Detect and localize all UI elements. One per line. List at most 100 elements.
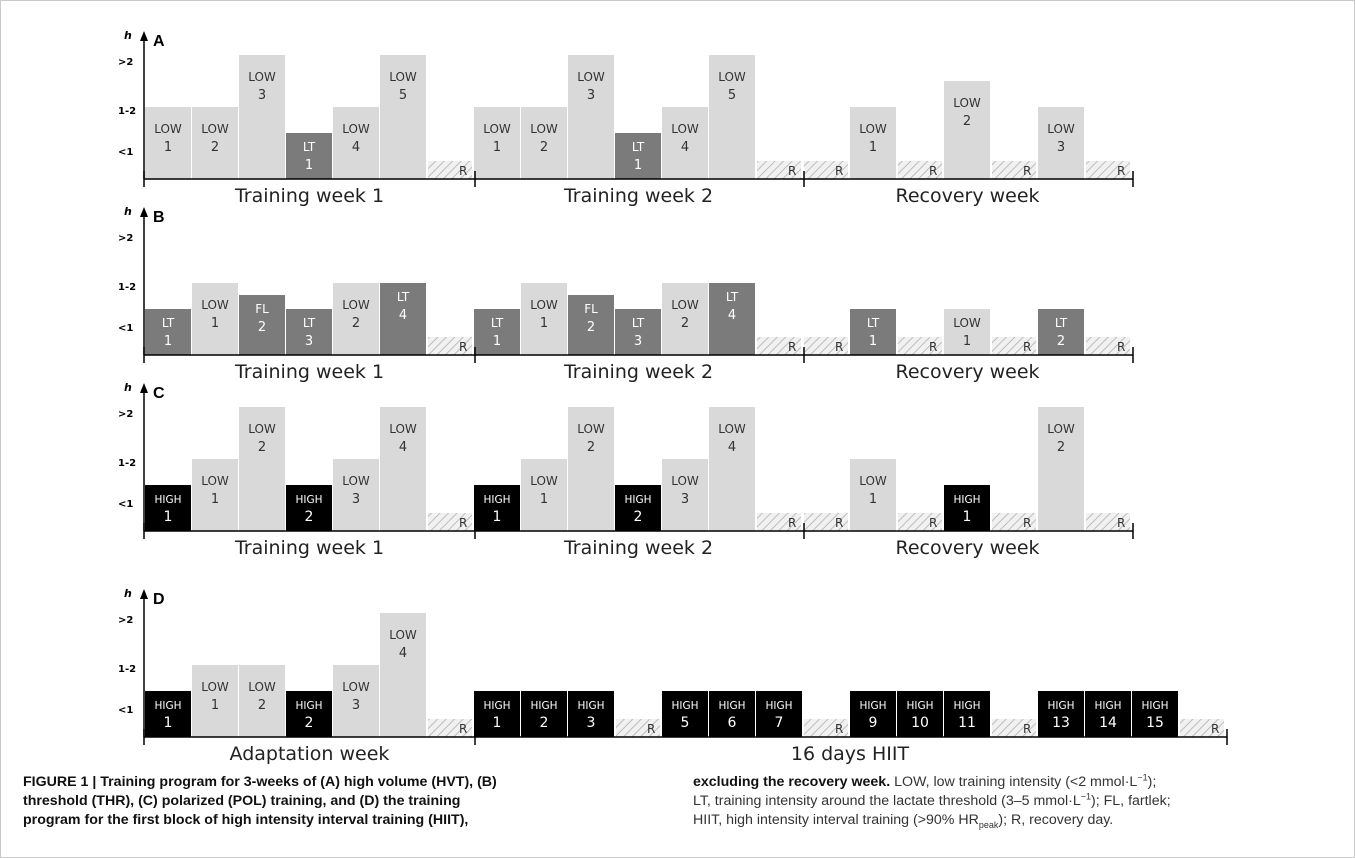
session-number-label: 4 bbox=[728, 308, 736, 323]
session-type-label: LOW bbox=[671, 298, 699, 312]
segment-label: Training week 2 bbox=[563, 361, 713, 383]
segment-label: Adaptation week bbox=[230, 743, 390, 765]
recovery-day-bar bbox=[898, 161, 942, 179]
session-number-label: 1 bbox=[211, 492, 219, 507]
recovery-day-bar bbox=[1180, 719, 1224, 737]
session-bar-lt bbox=[615, 309, 661, 355]
session-number-label: 2 bbox=[540, 140, 548, 155]
caption-sup-1: −1 bbox=[1137, 772, 1148, 783]
y-level-label: <1 bbox=[118, 323, 133, 334]
recovery-day-label: R bbox=[788, 340, 796, 354]
session-type-label: HIGH bbox=[483, 700, 510, 712]
session-number-label: 4 bbox=[352, 140, 360, 155]
session-bar-high bbox=[145, 691, 191, 737]
session-bar-high bbox=[1132, 691, 1178, 737]
session-type-label: LOW bbox=[389, 628, 417, 642]
session-number-label: 2 bbox=[540, 715, 549, 731]
session-type-label: LT bbox=[632, 140, 645, 154]
session-type-label: LT bbox=[303, 140, 316, 154]
recovery-day-label: R bbox=[1117, 516, 1125, 530]
session-number-label: 1 bbox=[540, 316, 548, 331]
session-number-label: 2 bbox=[258, 698, 266, 713]
figure-caption: FIGURE 1 | Training program for 3-weeks … bbox=[23, 773, 1343, 853]
session-number-label: 1 bbox=[493, 334, 501, 349]
session-number-label: 2 bbox=[587, 320, 595, 335]
session-bar-low bbox=[192, 665, 238, 737]
recovery-day-bar bbox=[992, 513, 1036, 531]
axis-unit-label: h bbox=[124, 205, 132, 218]
session-number-label: 1 bbox=[634, 158, 642, 173]
panel-letter: B bbox=[153, 209, 165, 226]
session-number-label: 4 bbox=[728, 440, 736, 455]
session-type-label: HIGH bbox=[953, 700, 980, 712]
session-type-label: HIGH bbox=[765, 700, 792, 712]
session-bar-low bbox=[1038, 107, 1084, 179]
session-type-label: HIGH bbox=[671, 700, 698, 712]
axis-unit-label: h bbox=[124, 381, 132, 394]
recovery-day-bar bbox=[1086, 161, 1130, 179]
caption-line-2: threshold (THR), (C) polarized (POL) tra… bbox=[23, 793, 461, 810]
panel-d: h D >2 1-2 <1 HIGH 1 LOW 1 LOW 2 HIGH 2 LOW 3 LOW 4 R HIGH… bbox=[118, 587, 1228, 765]
session-bar-low bbox=[239, 407, 285, 531]
recovery-day-bar bbox=[757, 337, 801, 355]
session-number-label: 3 bbox=[1057, 140, 1065, 155]
session-bar-low bbox=[380, 55, 426, 179]
recovery-day-label: R bbox=[1023, 164, 1031, 178]
axis-unit-label: h bbox=[124, 29, 132, 42]
recovery-day-label: R bbox=[835, 340, 843, 354]
session-type-label: LOW bbox=[248, 70, 276, 84]
session-bar-low bbox=[1038, 407, 1084, 531]
caption-low-def: LOW, low training intensity (<2 mmol·L bbox=[890, 774, 1138, 790]
recovery-day-label: R bbox=[1023, 516, 1031, 530]
recovery-day-bar bbox=[992, 337, 1036, 355]
session-type-label: LOW bbox=[154, 122, 182, 136]
session-number-label: 1 bbox=[963, 334, 971, 349]
session-bar-low bbox=[192, 283, 238, 355]
session-number-label: 2 bbox=[352, 316, 360, 331]
session-bar-low bbox=[709, 55, 755, 179]
session-bar-low bbox=[850, 459, 896, 531]
session-number-label: 1 bbox=[305, 158, 313, 173]
session-type-label: HIGH bbox=[1141, 700, 1168, 712]
session-number-label: 1 bbox=[164, 334, 172, 349]
session-type-label: LOW bbox=[342, 474, 370, 488]
recovery-day-bar bbox=[898, 337, 942, 355]
y-level-label: >2 bbox=[118, 57, 133, 68]
session-type-label: LOW bbox=[718, 70, 746, 84]
session-bar-low bbox=[333, 665, 379, 737]
session-bar-high bbox=[474, 691, 520, 737]
segment-label: Training week 1 bbox=[234, 361, 384, 383]
session-number-label: 1 bbox=[869, 140, 877, 155]
recovery-day-label: R bbox=[788, 516, 796, 530]
session-bar-high bbox=[944, 485, 990, 531]
recovery-day-bar bbox=[1086, 337, 1130, 355]
y-level-label: 1-2 bbox=[118, 106, 136, 117]
y-level-label: >2 bbox=[118, 233, 133, 244]
session-number-label: 5 bbox=[681, 715, 690, 731]
caption-left-column: FIGURE 1 | Training program for 3-weeks … bbox=[23, 773, 623, 831]
session-bar-fl bbox=[239, 295, 285, 355]
y-level-label: <1 bbox=[118, 499, 133, 510]
session-bar-high bbox=[145, 485, 191, 531]
session-bar-low bbox=[662, 459, 708, 531]
caption-lt-def: LT, training intensity around the lactat… bbox=[693, 793, 1081, 810]
session-number-label: 15 bbox=[1146, 715, 1164, 731]
caption-low-def-end: ); bbox=[1147, 774, 1157, 790]
session-type-label: LT bbox=[867, 316, 880, 330]
session-type-label: LOW bbox=[953, 316, 981, 330]
recovery-day-label: R bbox=[459, 164, 467, 178]
recovery-day-bar bbox=[757, 161, 801, 179]
session-number-label: 4 bbox=[681, 140, 689, 155]
y-level-label: 1-2 bbox=[118, 664, 136, 675]
y-level-label: >2 bbox=[118, 615, 133, 626]
session-type-label: LOW bbox=[342, 680, 370, 694]
session-number-label: 1 bbox=[493, 140, 501, 155]
recovery-day-label: R bbox=[647, 722, 655, 736]
caption-hiit-def: HIIT, high intensity interval training (… bbox=[693, 812, 979, 829]
session-number-label: 3 bbox=[634, 334, 642, 349]
session-type-label: LOW bbox=[483, 122, 511, 136]
recovery-day-label: R bbox=[459, 340, 467, 354]
recovery-day-label: R bbox=[1023, 722, 1031, 736]
session-type-label: LOW bbox=[671, 122, 699, 136]
